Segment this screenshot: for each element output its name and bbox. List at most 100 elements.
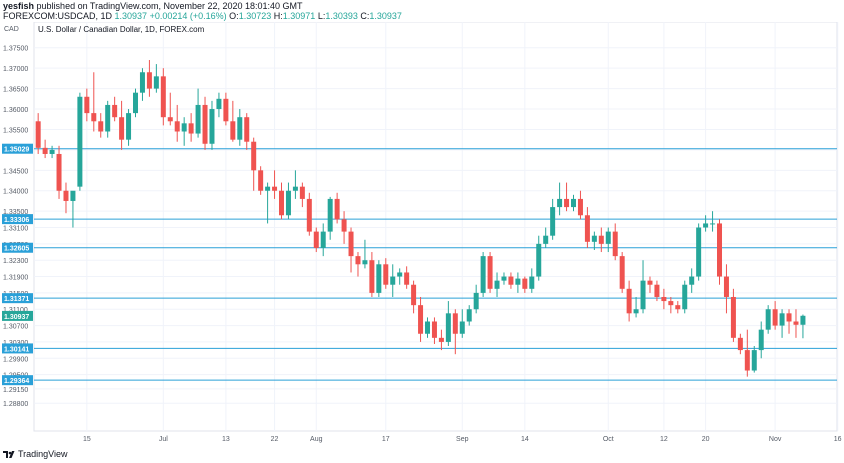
candle-body[interactable]: [404, 272, 410, 285]
candle-body[interactable]: [452, 313, 458, 334]
candle-body[interactable]: [119, 117, 125, 140]
candle-body[interactable]: [306, 198, 312, 232]
candle-body[interactable]: [577, 198, 583, 216]
candle-body[interactable]: [272, 186, 278, 191]
candle-body[interactable]: [285, 190, 291, 216]
candle-body[interactable]: [77, 96, 83, 187]
candle-body[interactable]: [299, 186, 305, 199]
candle-body[interactable]: [508, 276, 514, 285]
candle-body[interactable]: [473, 292, 479, 310]
candle-body[interactable]: [522, 278, 528, 289]
candle-body[interactable]: [786, 313, 792, 322]
candle-body[interactable]: [139, 72, 145, 93]
candle-body[interactable]: [348, 231, 354, 257]
candle-body[interactable]: [362, 260, 368, 265]
candle-body[interactable]: [612, 231, 618, 257]
candle-body[interactable]: [216, 98, 222, 110]
candle-body[interactable]: [133, 92, 139, 114]
candle-body[interactable]: [202, 104, 208, 144]
candle-body[interactable]: [334, 198, 340, 220]
candle-body[interactable]: [84, 96, 90, 114]
candle-body[interactable]: [654, 284, 660, 297]
candle-body[interactable]: [98, 121, 104, 132]
candle-body[interactable]: [591, 235, 597, 242]
candle-body[interactable]: [397, 272, 403, 277]
candle-body[interactable]: [70, 190, 76, 201]
candle-body[interactable]: [765, 309, 771, 330]
candle-body[interactable]: [661, 296, 667, 302]
candle-body[interactable]: [682, 284, 688, 310]
candle-body[interactable]: [480, 256, 486, 293]
candle-body[interactable]: [529, 276, 535, 289]
candle-body[interactable]: [584, 215, 590, 242]
candle-body[interactable]: [237, 117, 243, 140]
candle-body[interactable]: [737, 337, 743, 351]
candle-body[interactable]: [425, 321, 431, 334]
candle-body[interactable]: [675, 305, 681, 310]
candle-body[interactable]: [105, 104, 111, 132]
candle-body[interactable]: [49, 149, 55, 154]
candle-body[interactable]: [292, 186, 298, 191]
candle-body[interactable]: [557, 198, 563, 208]
candlestick-chart[interactable]: 1.37500 1.37000 1.36500 1.36000 1.35500 1.350…: [0, 22, 844, 448]
candle-body[interactable]: [174, 121, 180, 132]
candle-body[interactable]: [35, 121, 41, 148]
candle-body[interactable]: [327, 198, 333, 232]
candle-body[interactable]: [605, 231, 611, 244]
candle-body[interactable]: [411, 284, 417, 306]
candle-body[interactable]: [355, 256, 361, 265]
candle-body[interactable]: [279, 190, 285, 216]
candle-body[interactable]: [376, 264, 382, 293]
candle-body[interactable]: [390, 276, 396, 285]
candle-body[interactable]: [633, 309, 639, 314]
candle-body[interactable]: [418, 305, 424, 334]
candle-body[interactable]: [265, 186, 271, 191]
candle-body[interactable]: [487, 256, 493, 289]
candle-body[interactable]: [181, 123, 187, 132]
candle-body[interactable]: [251, 141, 257, 171]
candle-body[interactable]: [689, 276, 695, 285]
candle-body[interactable]: [63, 190, 69, 201]
candle-body[interactable]: [668, 301, 674, 306]
candle-body[interactable]: [459, 321, 465, 334]
candle-body[interactable]: [244, 117, 250, 142]
candle-body[interactable]: [167, 117, 173, 122]
candle-body[interactable]: [598, 235, 604, 244]
candle-body[interactable]: [42, 147, 48, 154]
candle-body[interactable]: [223, 98, 229, 122]
candle-body[interactable]: [494, 280, 500, 289]
candle-body[interactable]: [320, 231, 326, 248]
candle-body[interactable]: [772, 309, 778, 326]
candle-body[interactable]: [501, 276, 507, 281]
candle-body[interactable]: [800, 315, 806, 325]
candle-body[interactable]: [230, 121, 236, 140]
candle-body[interactable]: [56, 153, 62, 191]
candle-body[interactable]: [543, 235, 549, 244]
candle-body[interactable]: [91, 113, 97, 122]
candle-body[interactable]: [153, 76, 159, 89]
candle-body[interactable]: [751, 350, 757, 371]
candle-body[interactable]: [431, 321, 437, 338]
candle-body[interactable]: [445, 313, 451, 342]
candle-body[interactable]: [466, 309, 472, 322]
candle-body[interactable]: [779, 313, 785, 326]
candle-body[interactable]: [536, 243, 542, 277]
candle-body[interactable]: [160, 76, 166, 118]
candle-body[interactable]: [723, 276, 729, 297]
candle-body[interactable]: [515, 278, 521, 285]
candle-body[interactable]: [258, 170, 264, 191]
candle-body[interactable]: [730, 296, 736, 338]
candle-body[interactable]: [383, 264, 389, 285]
candle-body[interactable]: [647, 280, 653, 285]
candle-body[interactable]: [313, 231, 319, 248]
candle-body[interactable]: [793, 321, 799, 325]
candle-body[interactable]: [571, 198, 577, 208]
candle-body[interactable]: [126, 113, 132, 140]
candle-body[interactable]: [696, 227, 702, 277]
candle-body[interactable]: [146, 72, 152, 89]
candle-body[interactable]: [626, 288, 632, 314]
candle-body[interactable]: [112, 104, 118, 118]
candle-body[interactable]: [703, 223, 709, 228]
candle-body[interactable]: [209, 109, 215, 144]
candle-body[interactable]: [564, 198, 570, 208]
